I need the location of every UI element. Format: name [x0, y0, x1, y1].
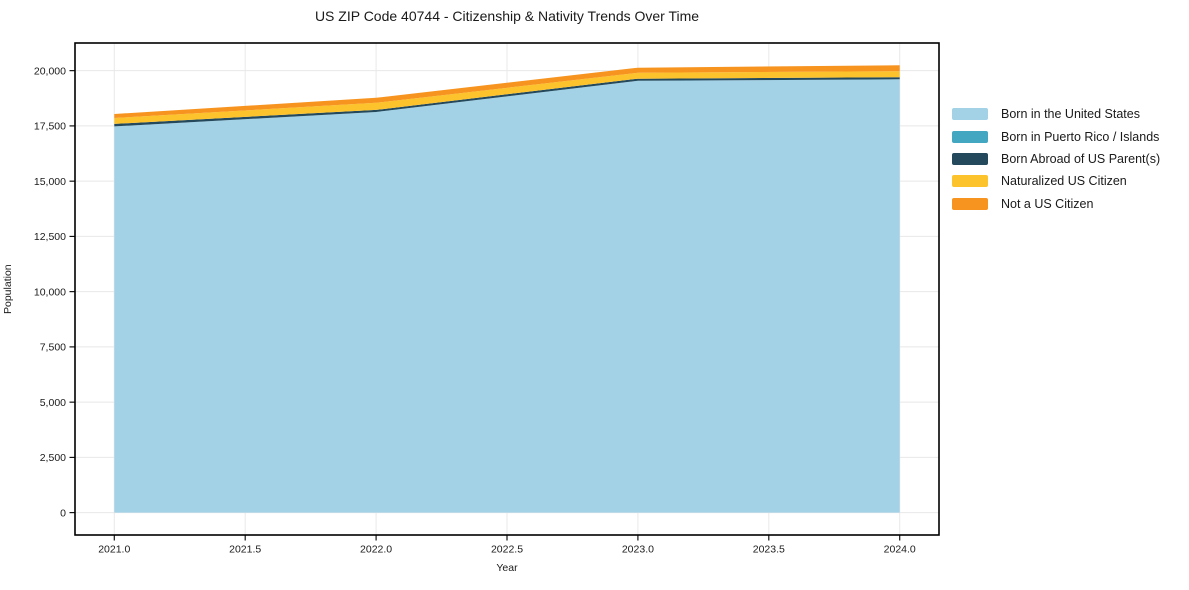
x-tick-label: 2023.0: [622, 544, 654, 556]
legend-item: Not a US Citizen: [952, 193, 1160, 215]
x-tick-label: 2022.0: [360, 544, 392, 556]
x-tick-label: 2024.0: [884, 544, 916, 556]
legend: Born in the United States Born in Puerto …: [952, 103, 1160, 215]
y-tick-label: 12,500: [34, 231, 66, 243]
legend-item: Naturalized US Citizen: [952, 170, 1160, 192]
x-tick-label: 2022.5: [491, 544, 523, 556]
x-tick-label: 2023.5: [753, 544, 785, 556]
legend-swatch: [952, 175, 988, 188]
legend-swatch: [952, 197, 988, 210]
chart-title: US ZIP Code 40744 - Citizenship & Nativi…: [314, 8, 700, 24]
y-tick-label: 15,000: [34, 176, 66, 188]
legend-swatch: [952, 108, 988, 121]
legend-item: Born in Puerto Rico / Islands: [952, 125, 1160, 147]
y-tick-label: 0: [60, 507, 66, 519]
area-band-3: [114, 71, 900, 124]
y-tick-label: 20,000: [34, 65, 66, 77]
legend-label: Born in the United States: [1001, 107, 1140, 122]
area-band-4: [114, 65, 900, 118]
area-band-0: [114, 79, 900, 513]
legend-label: Not a US Citizen: [1001, 196, 1094, 211]
x-tick-label: 2021.0: [98, 544, 130, 556]
legend-swatch: [952, 130, 988, 143]
legend-item: Born Abroad of US Parent(s): [952, 148, 1160, 170]
y-tick-label: 5,000: [40, 397, 66, 409]
area-band-2: [114, 77, 900, 127]
y-tick-label: 2,500: [40, 452, 66, 464]
y-tick-label: 17,500: [34, 121, 66, 133]
legend-swatch: [952, 152, 988, 165]
y-tick-label: 7,500: [40, 342, 66, 354]
x-axis-label: Year: [496, 562, 518, 574]
legend-item: Born in the United States: [952, 103, 1160, 125]
legend-label: Naturalized US Citizen: [1001, 174, 1127, 189]
x-tick-label: 2021.5: [229, 544, 261, 556]
legend-label: Born Abroad of US Parent(s): [1001, 151, 1161, 166]
y-tick-label: 10,000: [34, 286, 66, 298]
legend-label: Born in Puerto Rico / Islands: [1001, 129, 1160, 144]
